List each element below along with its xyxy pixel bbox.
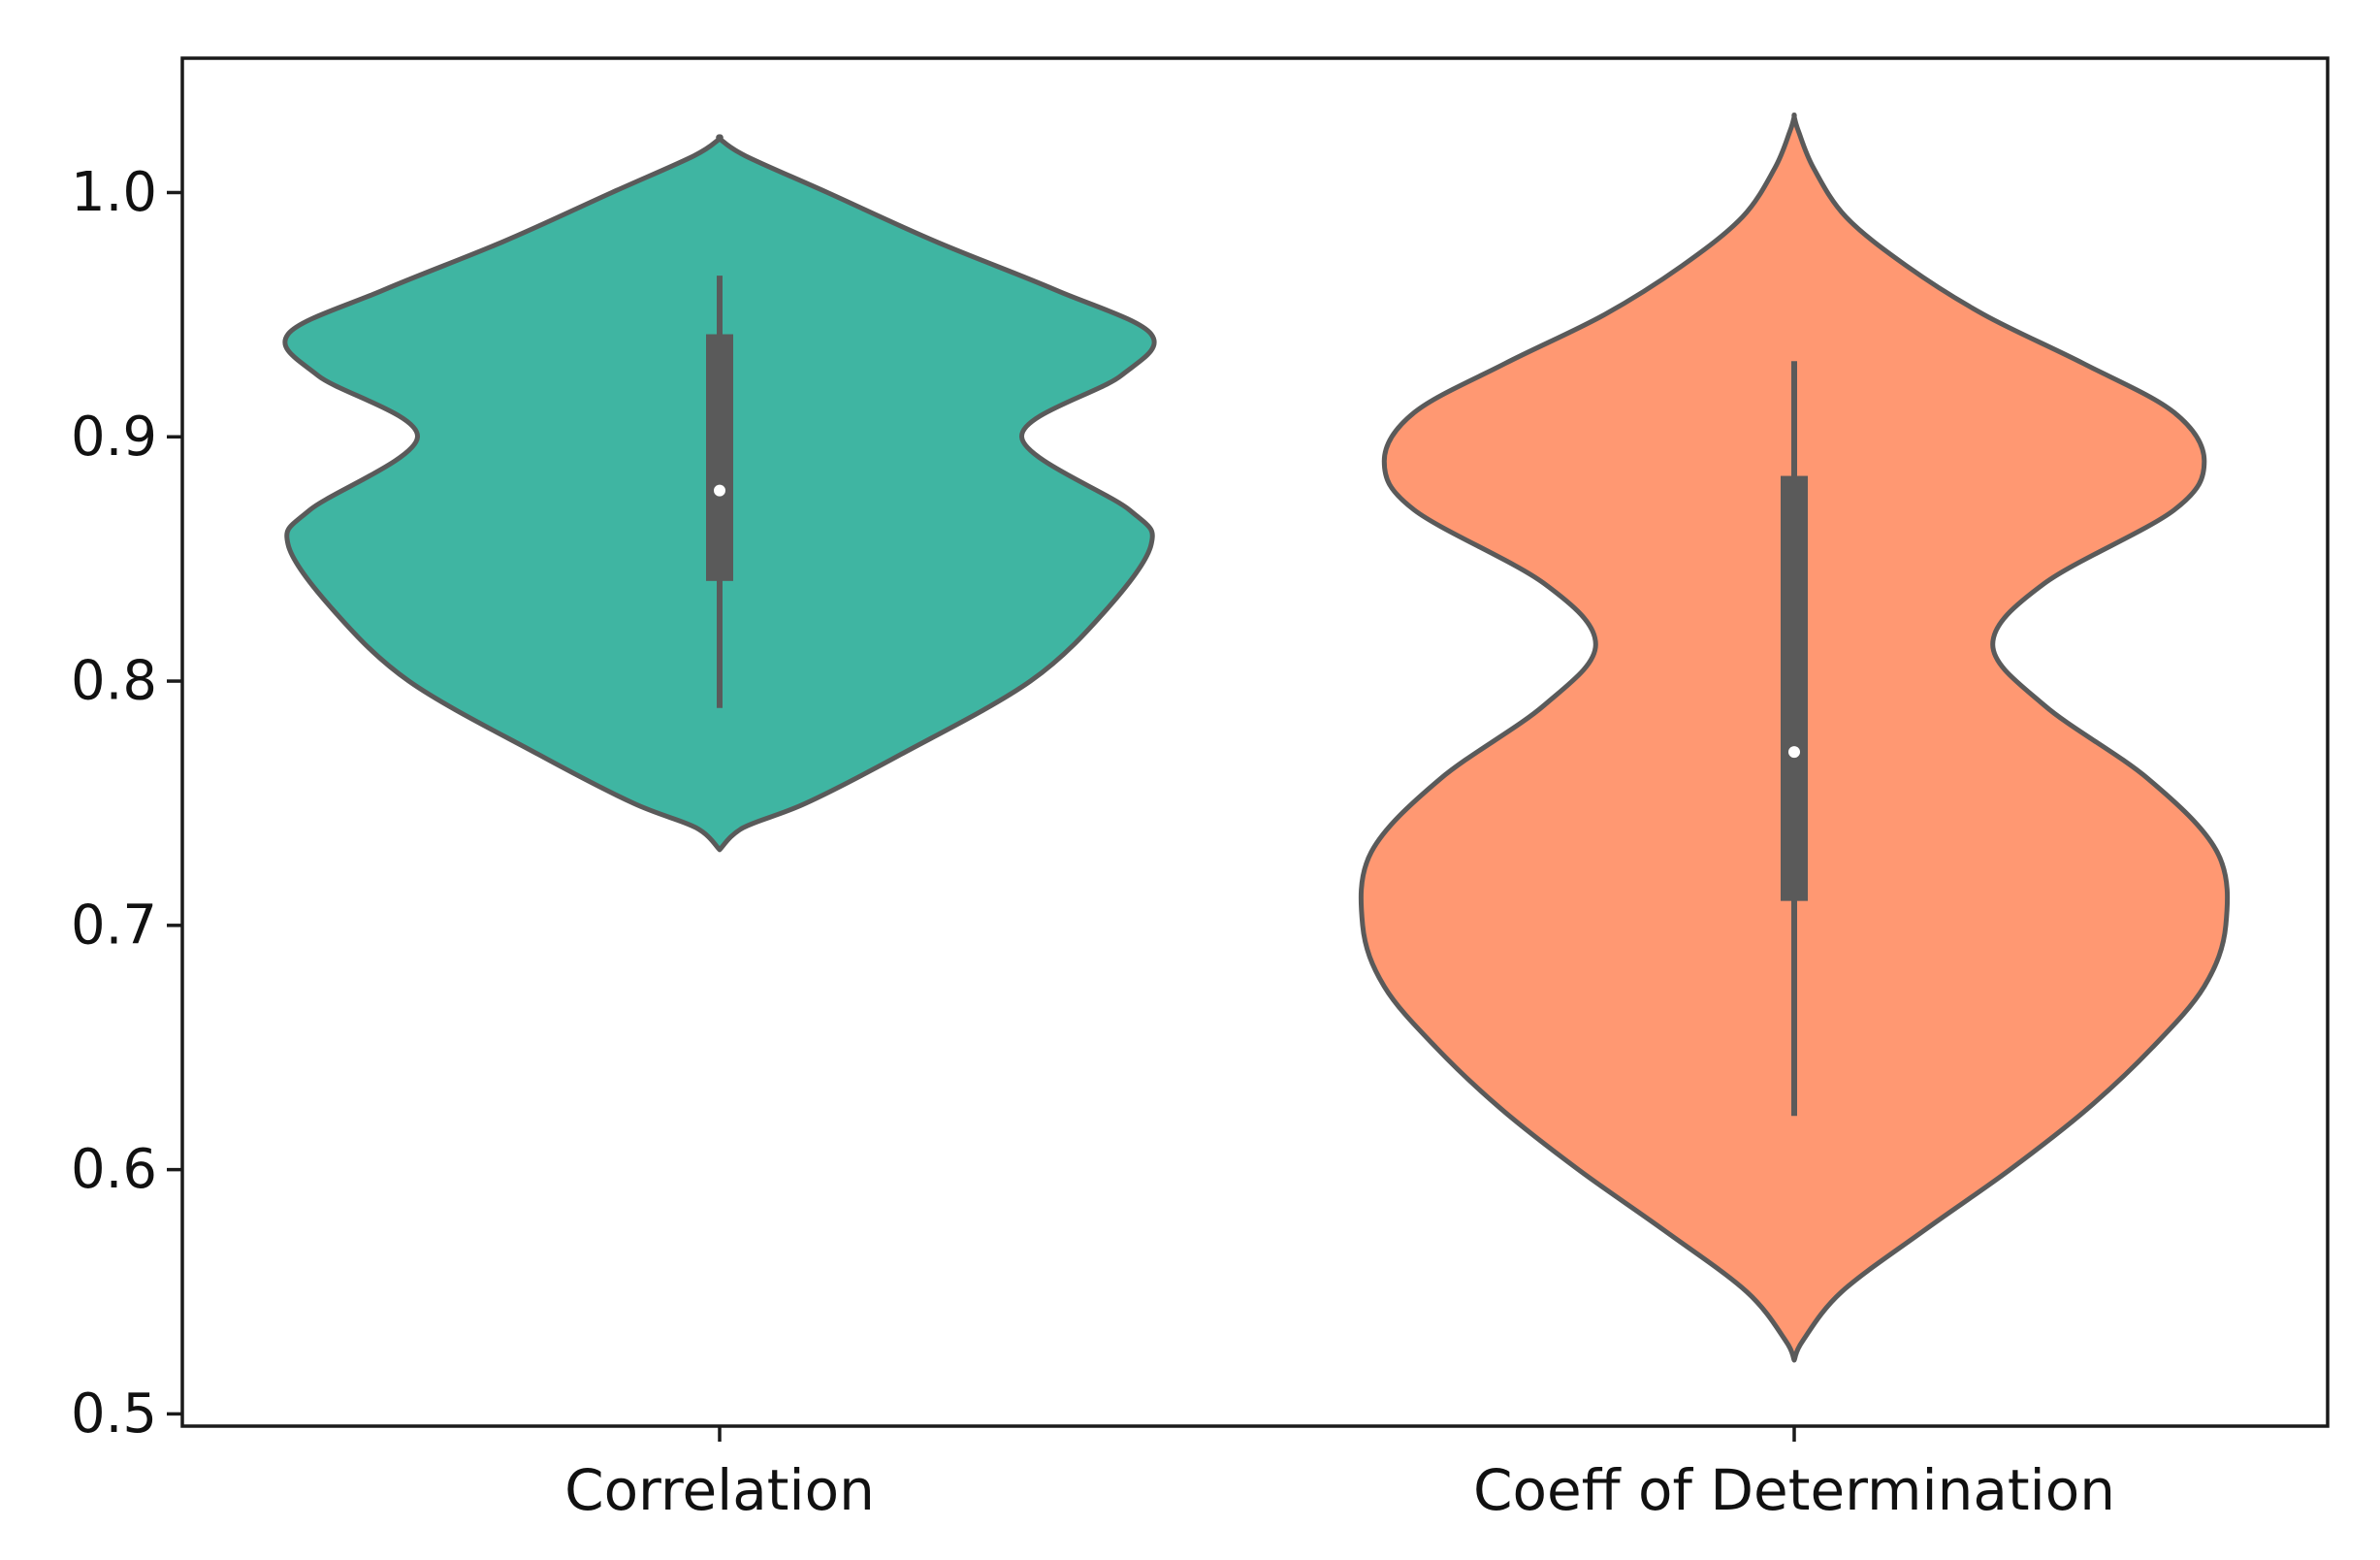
y-axis: 0.5 0.6 0.7 0.8 0.9 1.0 [71, 161, 182, 1446]
x-axis: Correlation Coeff of Determination [564, 1426, 2115, 1523]
inner-boxes [706, 276, 1808, 1117]
y-tick-label: 0.8 [71, 650, 157, 713]
median-dot-1 [1788, 746, 1800, 759]
y-tick-label: 0.6 [71, 1138, 157, 1201]
y-tick-label: 0.7 [71, 894, 157, 957]
y-tick-label: 0.5 [71, 1382, 157, 1446]
plot-frame [180, 56, 2330, 1428]
y-tick-label: 0.9 [71, 406, 157, 469]
x-tick-label: Coeff of Determination [1473, 1457, 2115, 1523]
x-tick-label: Correlation [564, 1457, 875, 1523]
iqr-box-1 [1781, 475, 1808, 901]
y-tick-label: 1.0 [71, 161, 157, 224]
iqr-box-0 [706, 334, 733, 581]
median-dot-0 [714, 484, 725, 497]
